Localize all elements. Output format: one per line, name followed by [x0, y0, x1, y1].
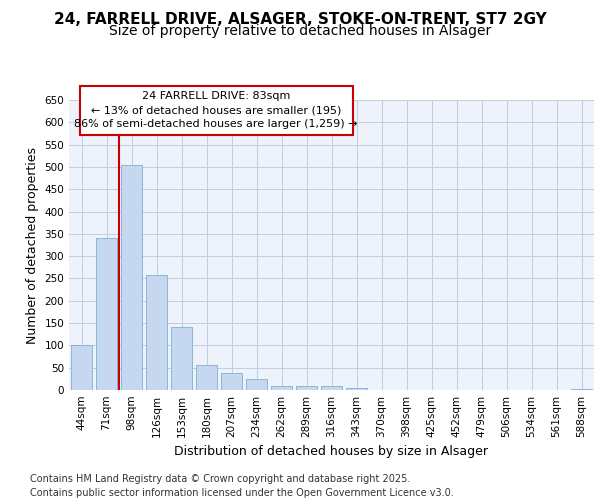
Bar: [346, 388, 367, 390]
Bar: [121, 164, 142, 390]
Bar: [296, 386, 317, 390]
Bar: [271, 386, 292, 390]
X-axis label: Distribution of detached houses by size in Alsager: Distribution of detached houses by size …: [175, 446, 488, 458]
Bar: [571, 389, 592, 390]
Bar: [171, 326, 192, 390]
Bar: [146, 276, 167, 390]
FancyBboxPatch shape: [79, 86, 353, 135]
Text: 24, FARRELL DRIVE, ALSAGER, STOKE-ON-TRENT, ST7 2GY: 24, FARRELL DRIVE, ALSAGER, STOKE-ON-TRE…: [53, 12, 547, 28]
Bar: [246, 380, 267, 390]
Bar: [196, 366, 217, 390]
Text: Size of property relative to detached houses in Alsager: Size of property relative to detached ho…: [109, 24, 491, 38]
Text: Contains HM Land Registry data © Crown copyright and database right 2025.
Contai: Contains HM Land Registry data © Crown c…: [30, 474, 454, 498]
Bar: [71, 346, 92, 390]
Y-axis label: Number of detached properties: Number of detached properties: [26, 146, 39, 344]
Text: 24 FARRELL DRIVE: 83sqm
← 13% of detached houses are smaller (195)
86% of semi-d: 24 FARRELL DRIVE: 83sqm ← 13% of detache…: [74, 91, 358, 129]
Bar: [96, 238, 117, 390]
Bar: [321, 386, 342, 390]
Bar: [221, 373, 242, 390]
